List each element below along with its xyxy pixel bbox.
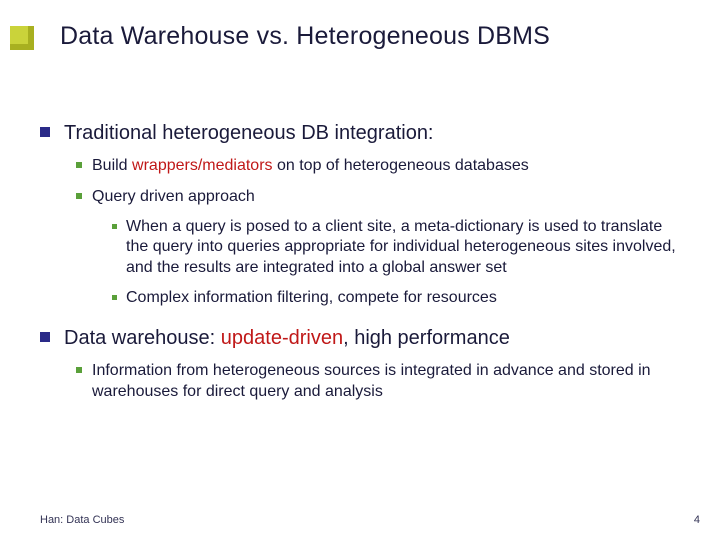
- slide-body: Traditional heterogeneous DB integration…: [40, 120, 680, 402]
- bullet-text: When a query is posed to a client site, …: [126, 217, 680, 279]
- bullet-l1-item: Data warehouse: update-driven, high perf…: [40, 325, 680, 351]
- bullet-l2-item: Information from heterogeneous sources i…: [76, 361, 680, 403]
- square-bullet-icon: [40, 127, 50, 137]
- bullet-l3-item: When a query is posed to a client site, …: [112, 217, 680, 279]
- bullet-text: Information from heterogeneous sources i…: [92, 361, 680, 403]
- text-span: , high performance: [343, 327, 510, 349]
- square-bullet-icon: [40, 332, 50, 342]
- square-bullet-icon: [76, 162, 82, 168]
- accent-decoration: [10, 26, 34, 50]
- text-span: Build: [92, 157, 132, 174]
- bullet-l3-item: Complex information filtering, compete f…: [112, 288, 680, 309]
- bullet-text: Query driven approach: [92, 187, 255, 208]
- bullet-l1-item: Traditional heterogeneous DB integration…: [40, 120, 680, 146]
- slide-title: Data Warehouse vs. Heterogeneous DBMS: [60, 22, 550, 51]
- highlight-text: update-driven: [221, 327, 343, 349]
- bullet-text: Complex information filtering, compete f…: [126, 288, 497, 309]
- square-bullet-icon: [76, 367, 82, 373]
- square-bullet-icon: [112, 295, 117, 300]
- text-span: on top of heterogeneous databases: [273, 157, 529, 174]
- slide-number: 4: [694, 514, 700, 526]
- square-bullet-icon: [76, 193, 82, 199]
- square-bullet-icon: [112, 224, 117, 229]
- highlight-text: wrappers/mediators: [132, 157, 273, 174]
- bullet-text: Traditional heterogeneous DB integration…: [64, 120, 434, 146]
- bullet-l2-item: Query driven approach: [76, 187, 680, 208]
- bullet-text: Data warehouse: update-driven, high perf…: [64, 325, 510, 351]
- footer-author: Han: Data Cubes: [40, 514, 124, 526]
- text-span: Data warehouse:: [64, 327, 221, 349]
- bullet-text: Build wrappers/mediators on top of heter…: [92, 156, 529, 177]
- bullet-l2-item: Build wrappers/mediators on top of heter…: [76, 156, 680, 177]
